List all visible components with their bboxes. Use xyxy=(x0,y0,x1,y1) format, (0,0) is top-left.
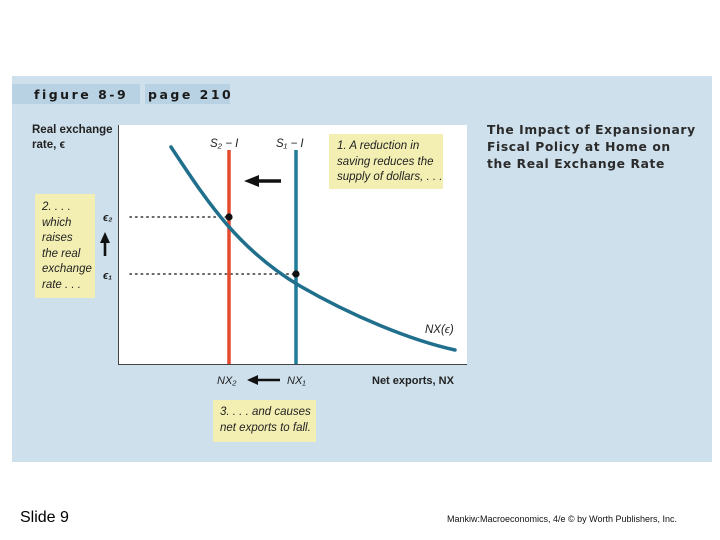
eps2-tick-label: ϵ₂ xyxy=(103,212,112,224)
annotation-reduced-saving-line-3: supply of dollars, . . . xyxy=(337,171,443,183)
annotation-exchange-rate-line-1: 2. . . . xyxy=(42,201,71,213)
page-number: page 210 xyxy=(148,87,234,102)
figure-title-line-3: the Real Exchange Rate xyxy=(487,157,665,171)
nx2-tick-label: NX₂ xyxy=(217,375,237,387)
copyright-credit: Mankiw:Macroeconomics, 4/e © by Worth Pu… xyxy=(447,514,678,524)
header-divider xyxy=(140,84,145,104)
annotation-reduced-saving: 1. A reduction in saving reduces the sup… xyxy=(329,134,443,189)
annotation-net-exports-line-2: net exports to fall. xyxy=(220,421,311,434)
slide-number: Slide 9 xyxy=(20,509,69,526)
s1-i-label: S₁ − I xyxy=(276,138,304,150)
annotation-net-exports-line-1: 3. . . . and causes xyxy=(220,406,311,418)
y-axis-label-line-2: rate, ϵ xyxy=(32,139,65,151)
s2-i-label: S₂ − I xyxy=(210,138,239,150)
y-axis-label: Real exchange rate, ϵ xyxy=(32,123,113,153)
x-axis-label: Net exports, NX xyxy=(372,375,455,387)
annotation-exchange-rate-line-3: raises xyxy=(42,232,73,244)
figure-header-strip xyxy=(12,84,230,104)
equilibrium-point-1 xyxy=(292,270,300,278)
nx-curve-label: NX(ϵ) xyxy=(425,324,454,336)
annotation-exchange-rate-line-4: the real xyxy=(42,247,81,260)
supply-shift-arrow-head xyxy=(244,175,259,187)
figure-title: The Impact of Expansionary Fiscal Policy… xyxy=(487,122,712,173)
figure-title-line-2: Fiscal Policy at Home on xyxy=(487,140,671,154)
figure-title-line-1: The Impact of Expansionary xyxy=(487,123,696,137)
annotation-reduced-saving-line-2: saving reduces the xyxy=(337,155,434,168)
eps1-tick-label: ϵ₁ xyxy=(103,270,112,282)
annotation-reduced-saving-line-1: 1. A reduction in xyxy=(337,140,420,152)
nx-curve xyxy=(169,145,457,352)
figure-number: figure 8-9 xyxy=(34,87,129,102)
annotation-net-exports-fall: 3. . . . and causes net exports to fall. xyxy=(213,400,316,442)
annotation-exchange-rate-line-5: exchange xyxy=(42,263,92,275)
y-axis-label-line-1: Real exchange xyxy=(32,124,113,136)
nx1-tick-label: NX₁ xyxy=(287,375,306,387)
equilibrium-point-2 xyxy=(225,213,233,221)
exchange-rate-arrow-head xyxy=(100,232,110,243)
annotation-exchange-rate-rises: 2. . . . which raises the real exchange … xyxy=(35,194,95,298)
annotation-exchange-rate-line-6: rate . . . xyxy=(42,278,81,291)
annotation-exchange-rate-line-2: which xyxy=(42,216,72,229)
net-exports-arrow-head xyxy=(247,375,258,385)
